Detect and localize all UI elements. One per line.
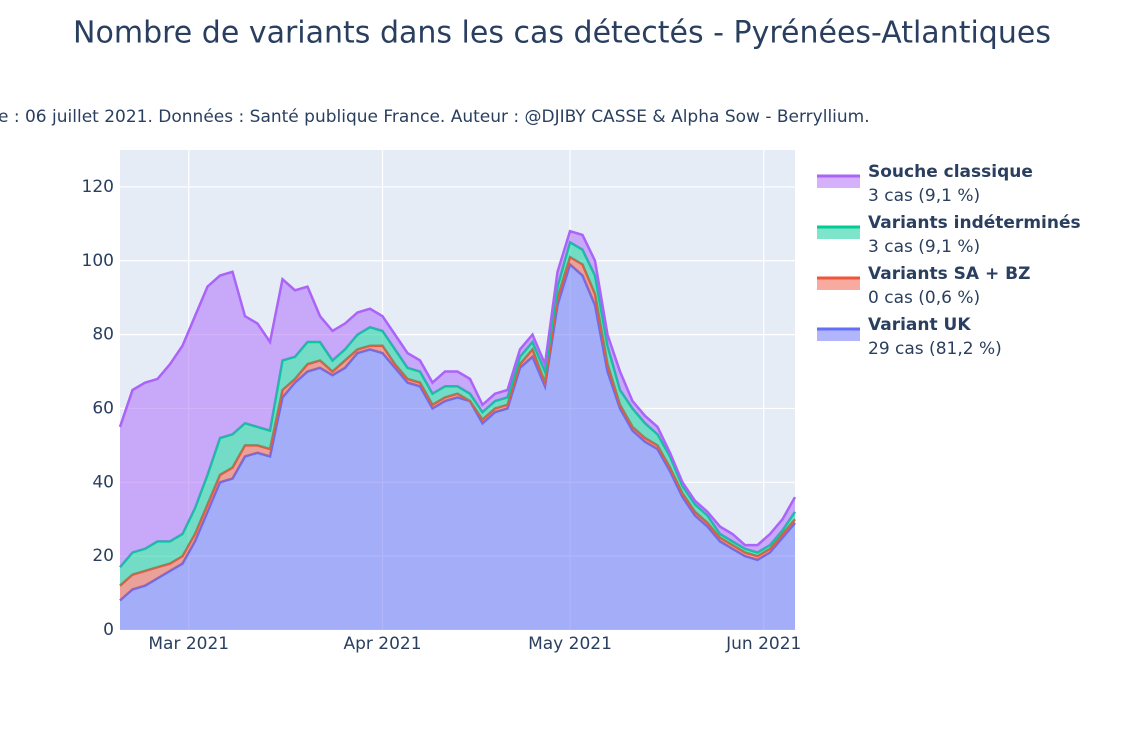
legend-swatch <box>817 329 860 341</box>
x-tick-label: Mar 2021 <box>148 634 229 654</box>
legend-swatch <box>817 176 860 188</box>
y-tick-label: 40 <box>92 472 114 492</box>
legend-sublabel: 0 cas (0,6 %) <box>868 288 980 308</box>
y-tick-label: 100 <box>82 251 114 271</box>
legend-label: Souche classique <box>868 162 1033 182</box>
chart-title: Nombre de variants dans les cas détectés… <box>73 16 1051 51</box>
y-tick-label: 20 <box>92 546 114 566</box>
legend-label: Variants indéterminés <box>868 213 1081 233</box>
x-tick-label: Jun 2021 <box>725 634 801 654</box>
legend-sublabel: 29 cas (81,2 %) <box>868 339 1002 359</box>
y-tick-label: 60 <box>92 398 114 418</box>
area-line <box>118 229 797 547</box>
y-tick-label: 80 <box>92 325 114 345</box>
legend-swatch <box>817 227 860 239</box>
chart-subtitle: e : 06 juillet 2021. Données : Santé pub… <box>0 107 870 127</box>
area-fill <box>120 264 795 630</box>
legend-swatch <box>817 278 860 290</box>
legend-label: Variants SA + BZ <box>868 264 1030 284</box>
area-fill <box>120 231 795 568</box>
legend-label: Variant UK <box>868 315 971 335</box>
y-tick-label: 120 <box>82 177 114 197</box>
legend-sublabel: 3 cas (9,1 %) <box>868 186 980 206</box>
legend-sublabel: 3 cas (9,1 %) <box>868 237 980 257</box>
y-tick-label: 0 <box>103 620 114 640</box>
x-tick-label: May 2021 <box>528 634 612 654</box>
x-tick-label: Apr 2021 <box>343 634 421 654</box>
